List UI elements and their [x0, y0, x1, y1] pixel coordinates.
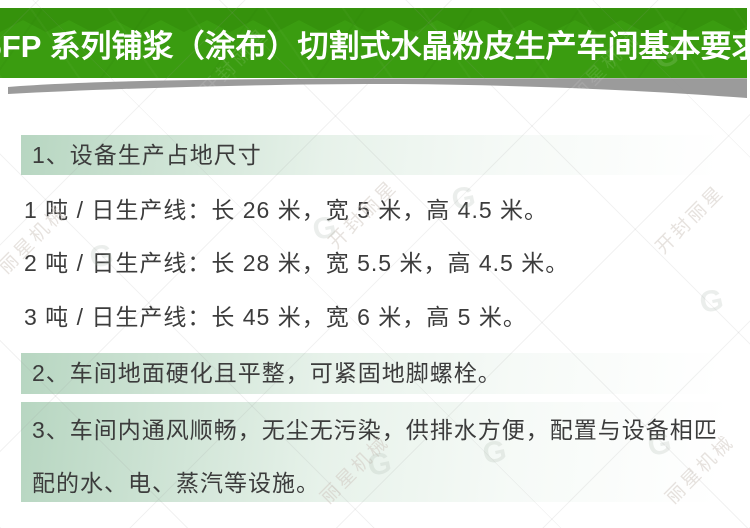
- section-3-heading-line2: 配的水、电、蒸汽等设施。: [32, 470, 320, 496]
- brand-watermark-text: 开封丽星: [651, 181, 729, 259]
- section-2-heading-bar: 2、车间地面硬化且平整，可紧固地脚螺栓。: [21, 353, 747, 394]
- spec-line-1t: 1 吨 / 日生产线：长 26 米，宽 5 米，高 4.5 米。: [24, 197, 549, 223]
- header-shadow-swoosh: [8, 78, 747, 98]
- section-1-heading-bar: 1、设备生产占地尺寸: [21, 135, 747, 175]
- header-diagonal-texture: [0, 8, 747, 78]
- spec-line-3t: 3 吨 / 日生产线：长 45 米，宽 6 米，高 5 米。: [24, 304, 527, 330]
- page-title: 6FP 系列铺浆（涂布）切割式水晶粉皮生产车间基本要求: [0, 28, 750, 64]
- section-3-heading-bar: 3、车间内通风顺畅，无尘无污染，供排水方便，配置与设备相匹 配的水、电、蒸汽等设…: [21, 402, 747, 502]
- header-banner: 6FP 系列铺浆（涂布）切割式水晶粉皮生产车间基本要求: [0, 8, 750, 78]
- section-1-heading: 1、设备生产占地尺寸: [32, 142, 262, 168]
- section-2-heading: 2、车间地面硬化且平整，可紧固地脚螺栓。: [32, 360, 502, 386]
- spec-line-2t: 2 吨 / 日生产线：长 28 米，宽 5.5 米，高 4.5 米。: [24, 250, 570, 276]
- lixing-logo-watermark-icon: G: [696, 282, 727, 321]
- section-3-heading-line1: 3、车间内通风顺畅，无尘无污染，供排水方便，配置与设备相匹: [32, 417, 718, 443]
- header-triangle-texture: [0, 8, 747, 32]
